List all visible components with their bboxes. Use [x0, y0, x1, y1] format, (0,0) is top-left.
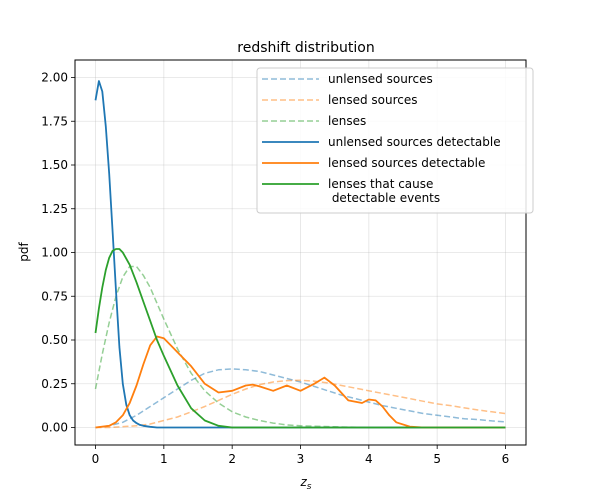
legend-box — [256, 67, 534, 214]
x-tick-label: 4 — [365, 452, 373, 466]
legend-label-2: lenses — [328, 114, 366, 128]
y-tick-label: 0.75 — [41, 289, 68, 303]
legend-label-0: unlensed sources — [328, 72, 433, 86]
series-line-4 — [95, 335, 506, 429]
axis-ticks: 0 1 2 3 4 5 6 0.00 0.25 0.50 0.75 1.00 1.25 1.50 1.75 2… — [41, 71, 509, 467]
x-tick-label: 0 — [92, 452, 100, 466]
x-tick-label: 2 — [228, 452, 236, 466]
series-line-1 — [95, 379, 506, 429]
y-axis-label: pdf — [17, 242, 31, 262]
legend-label-4: lensed sources detectable — [328, 156, 485, 170]
series-lines — [94, 80, 506, 429]
y-tick-label: 0.25 — [41, 377, 68, 391]
y-tick-label: 1.50 — [41, 158, 68, 172]
x-tick-label: 3 — [297, 452, 305, 466]
x-tick-label: 1 — [160, 452, 168, 466]
chart-title: redshift distribution — [237, 40, 374, 56]
legend-label-3: unlensed sources detectable — [328, 135, 501, 149]
y-tick-label: 0.00 — [41, 421, 68, 435]
y-tick-label: 1.00 — [41, 246, 68, 260]
legend: unlensed sources lensed sources lenses unle… — [256, 67, 534, 214]
series-line-5 — [94, 248, 506, 429]
legend-label-5: lenses that cause detectable events — [328, 177, 440, 205]
x-tick-label: 6 — [502, 452, 510, 466]
x-tick-label: 5 — [433, 452, 441, 466]
y-tick-label: 1.25 — [41, 202, 68, 216]
y-tick-label: 0.50 — [41, 333, 68, 347]
y-tick-label: 1.75 — [41, 114, 68, 128]
series-line-0 — [95, 368, 506, 429]
legend-label-1: lensed sources — [328, 93, 418, 107]
series-line-2 — [94, 265, 506, 429]
y-tick-label: 2.00 — [41, 71, 68, 85]
